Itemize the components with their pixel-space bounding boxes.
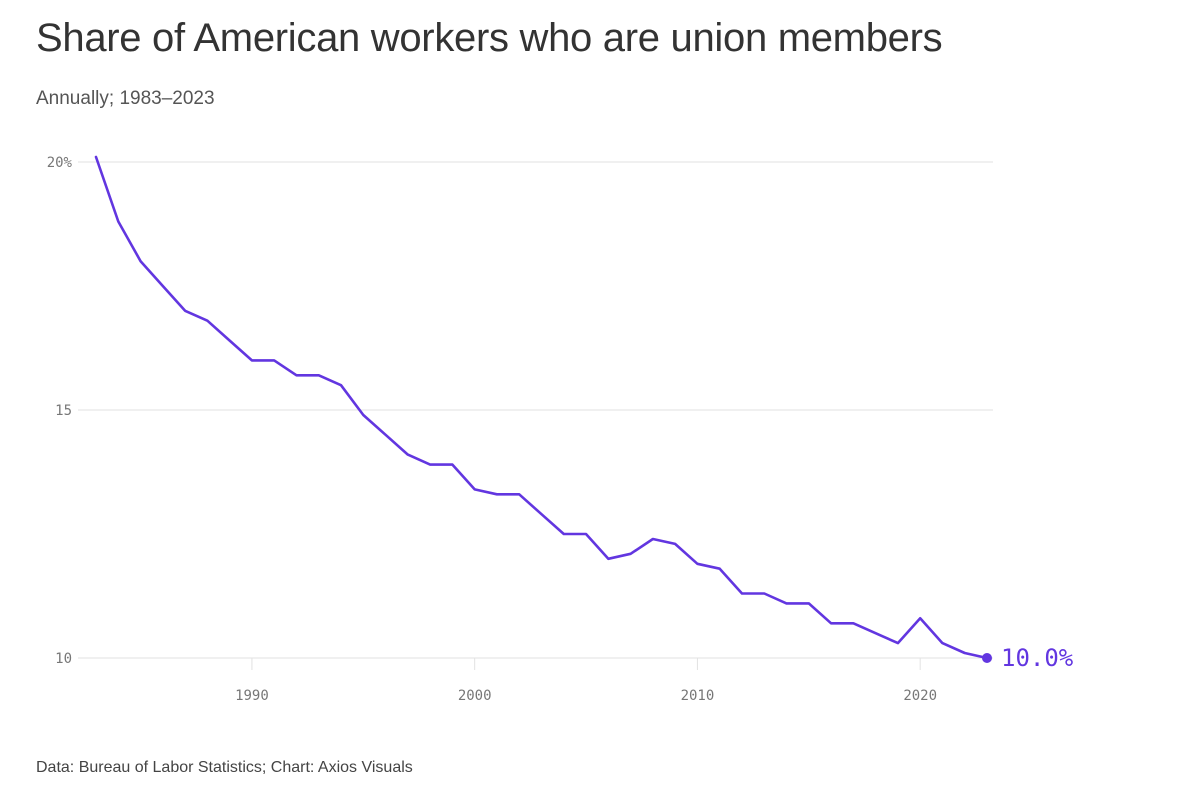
chart-subtitle: Annually; 1983–2023 bbox=[36, 88, 215, 109]
gridlines bbox=[78, 161, 993, 659]
y-tick-label: 10 bbox=[55, 651, 72, 667]
source-note: Data: Bureau of Labor Statistics; Chart:… bbox=[36, 759, 413, 776]
y-tick-label: 20% bbox=[47, 155, 73, 171]
end-point-marker bbox=[982, 653, 992, 663]
x-tick-label: 2010 bbox=[681, 688, 715, 704]
x-tick-label: 2020 bbox=[903, 688, 937, 704]
axes: 20% 15 10 1990 2000 2010 2020 bbox=[47, 155, 937, 704]
series-layer: 10.0% bbox=[94, 155, 1074, 672]
y-tick-label: 15 bbox=[55, 403, 72, 419]
x-tick-label: 2000 bbox=[458, 688, 492, 704]
x-tick-label: 1990 bbox=[235, 688, 269, 704]
chart-title: Share of American workers who are union … bbox=[36, 16, 943, 60]
series-line bbox=[94, 155, 989, 660]
end-value-label: 10.0% bbox=[1001, 644, 1074, 672]
